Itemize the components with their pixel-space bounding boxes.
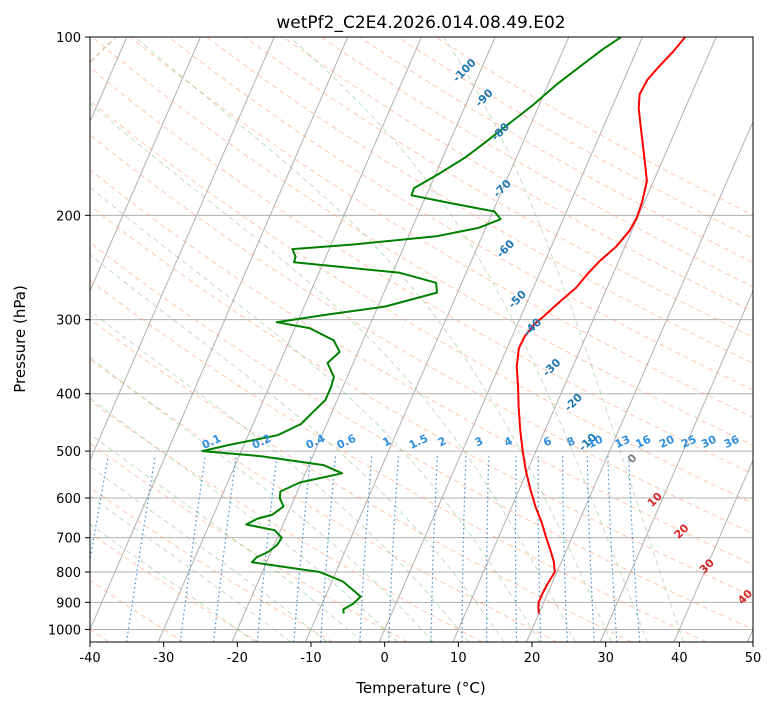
mixing-ratio-label: 30 — [699, 433, 719, 451]
y-tick-label: 700 — [56, 532, 81, 547]
dry-adiabat — [169, 37, 775, 642]
chart-title: wetPf2_C2E4.2026.014.08.49.E02 — [276, 13, 565, 33]
isotherm-line — [748, 37, 775, 642]
dry-adiabat-label: 0 — [625, 451, 640, 466]
mixing-ratio-line — [127, 456, 156, 642]
x-axis-label: Temperature (°C) — [355, 679, 485, 697]
mixing-ratio-label: 0.1 — [200, 432, 223, 452]
y-tick-label: 300 — [56, 314, 81, 329]
x-tick-label: 40 — [671, 651, 688, 666]
dry-adiabat-label: 10 — [645, 490, 665, 510]
mixing-ratio-label: 36 — [722, 433, 742, 451]
moist-adiabat — [0, 37, 291, 642]
dry-adiabat-label: -70 — [491, 177, 514, 200]
dry-adiabat — [0, 37, 482, 642]
dry-adiabat-label: -90 — [473, 86, 496, 109]
dry-adiabat — [0, 37, 775, 642]
dry-adiabat — [0, 37, 557, 642]
y-tick-label: 400 — [56, 388, 81, 403]
mixing-ratio-label: 8 — [565, 434, 577, 449]
plot-frame — [90, 37, 753, 642]
x-tick-label: 10 — [450, 651, 467, 666]
y-tick-label: 100 — [56, 31, 81, 46]
dry-adiabat-label: -60 — [494, 237, 517, 260]
mixing-ratio-line — [257, 456, 277, 642]
dry-adiabat — [54, 37, 775, 642]
y-tick-label: 500 — [56, 445, 81, 460]
mixing-ratio-label: 16 — [634, 433, 654, 451]
plot-area — [0, 37, 775, 642]
mixing-ratio-label: 1 — [381, 434, 393, 449]
mixing-ratio-line — [180, 456, 205, 642]
isotherm-line — [11, 37, 274, 642]
mixing-ratio-line — [431, 456, 437, 642]
dry-adiabat-label: -30 — [540, 356, 563, 379]
mixing-ratio-label: 6 — [541, 434, 554, 449]
dry-adiabat-label: -20 — [562, 391, 585, 414]
mixing-ratio-label: 0.4 — [304, 432, 327, 452]
isotherm-line — [158, 37, 421, 642]
y-tick-label: 900 — [56, 596, 81, 611]
mixing-ratio-line — [360, 456, 372, 642]
mixing-ratio-label: 1.5 — [407, 432, 430, 452]
mixing-ratio-line — [629, 456, 640, 642]
x-tick-label: 50 — [745, 651, 762, 666]
dry-adiabat — [0, 37, 775, 642]
y-axis-label: Pressure (hPa) — [11, 285, 29, 393]
dry-adiabat — [0, 37, 706, 642]
mixing-ratio-label: 13 — [613, 433, 632, 451]
y-tick-label: 800 — [56, 566, 81, 581]
dry-adiabat-label: -100 — [450, 56, 479, 85]
dry-adiabat-label: -50 — [506, 288, 529, 311]
dry-adiabat — [321, 37, 775, 642]
x-tick-label: -30 — [153, 651, 174, 666]
moist-adiabat — [290, 37, 648, 642]
dry-adiabat — [0, 37, 407, 642]
mixing-ratio-line — [76, 456, 108, 642]
isotherm-line — [453, 37, 716, 642]
dry-adiabat — [16, 37, 775, 642]
isotherm-line — [600, 37, 775, 642]
moist-adiabat — [0, 37, 327, 642]
x-tick-label: -20 — [227, 651, 248, 666]
dry-adiabat — [0, 37, 632, 642]
x-tick-label: 20 — [524, 651, 541, 666]
isotherm-line — [232, 37, 495, 642]
dry-adiabat — [359, 37, 775, 642]
dry-adiabat-label: 30 — [697, 556, 717, 576]
dry-adiabat — [0, 37, 775, 642]
mixing-ratio-label: 0.6 — [335, 432, 358, 452]
dry-adiabat-label: 20 — [672, 521, 692, 541]
x-tick-label: -10 — [300, 651, 321, 666]
y-tick-label: 200 — [56, 209, 81, 224]
moist-adiabat — [135, 37, 611, 642]
x-tick-label: 0 — [381, 651, 389, 666]
dewpoint-profile — [202, 37, 621, 614]
x-tick-label: -40 — [79, 651, 100, 666]
mixing-ratio-label: 3 — [473, 434, 485, 449]
y-tick-label: 1000 — [48, 623, 81, 638]
x-tick-label: 30 — [597, 651, 614, 666]
mixing-ratio-line — [487, 456, 489, 642]
mixing-ratio-line — [321, 456, 336, 642]
mixing-ratio-label: 25 — [679, 433, 698, 451]
mixing-ratio-line — [587, 456, 594, 642]
isotherm-line — [379, 37, 642, 642]
dry-adiabat — [0, 37, 775, 642]
mixing-ratio-line — [214, 456, 237, 642]
mixing-ratio-line — [389, 456, 399, 642]
mixing-ratio-label: 2 — [436, 434, 448, 449]
dry-adiabat — [0, 37, 258, 642]
y-tick-label: 600 — [56, 492, 81, 507]
